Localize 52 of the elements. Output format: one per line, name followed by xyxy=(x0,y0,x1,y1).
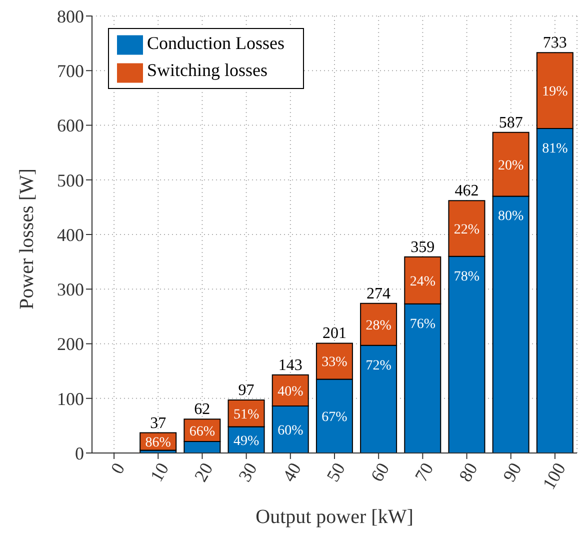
annotation: 19% xyxy=(542,84,568,100)
x-tick-label: 80 xyxy=(454,459,482,485)
y-tick-label: 500 xyxy=(57,170,84,190)
annotation: 28% xyxy=(366,318,392,334)
total-label: 201 xyxy=(322,325,346,342)
total-label: 62 xyxy=(194,401,210,418)
y-tick-label: 300 xyxy=(57,280,84,300)
x-tick-label: 30 xyxy=(234,459,261,485)
annotation: 22% xyxy=(454,222,480,238)
annotation: 40% xyxy=(278,384,304,400)
total-label: 733 xyxy=(542,34,567,52)
legend-label: Switching losses xyxy=(147,60,268,80)
legend-label: Conduction Losses xyxy=(147,33,284,53)
total-label: 143 xyxy=(278,356,302,374)
y-tick-label: 600 xyxy=(57,116,84,136)
total-label: 97 xyxy=(238,382,254,400)
total-label: 37 xyxy=(150,414,166,432)
y-tick-label: 100 xyxy=(57,388,84,409)
annotation: 80% xyxy=(498,209,524,224)
annotation: 67% xyxy=(322,410,348,426)
y-axis-title: Power losses [W] xyxy=(16,168,38,310)
y-tick-label: 800 xyxy=(57,6,84,26)
total-label: 587 xyxy=(498,114,523,132)
x-tick-label: 50 xyxy=(322,459,350,485)
y-tick-label: 0 xyxy=(75,443,84,464)
annotation: 78% xyxy=(454,269,480,284)
x-tick-label: 100 xyxy=(538,459,570,493)
x-tick-label: 90 xyxy=(499,459,526,485)
annotation: 86% xyxy=(145,436,172,450)
x-tick-label: 0 xyxy=(106,459,129,478)
x-tick-label: 20 xyxy=(190,459,217,485)
y-tick-label: 200 xyxy=(57,334,84,354)
annotation: 49% xyxy=(233,434,260,449)
x-axis-title: Output power [kW] xyxy=(256,506,414,528)
total-label: 359 xyxy=(410,238,435,256)
annotation: 33% xyxy=(322,355,348,370)
annotation: 20% xyxy=(498,158,524,174)
annotation: 24% xyxy=(410,274,436,290)
y-tick-label: 700 xyxy=(57,61,84,82)
annotation: 66% xyxy=(189,424,216,440)
total-label: 274 xyxy=(366,285,391,302)
annotation: 81% xyxy=(542,141,568,156)
y-tick-label: 400 xyxy=(57,224,84,245)
x-tick-label: 40 xyxy=(278,459,305,485)
x-tick-label: 70 xyxy=(410,459,438,485)
annotation: 76% xyxy=(410,316,436,332)
annotation: 72% xyxy=(366,358,392,374)
annotation: 60% xyxy=(278,423,304,438)
x-tick-label: 60 xyxy=(366,459,394,485)
x-tick-label: 10 xyxy=(146,459,173,485)
total-label: 462 xyxy=(454,182,479,200)
annotation: 51% xyxy=(233,407,260,422)
